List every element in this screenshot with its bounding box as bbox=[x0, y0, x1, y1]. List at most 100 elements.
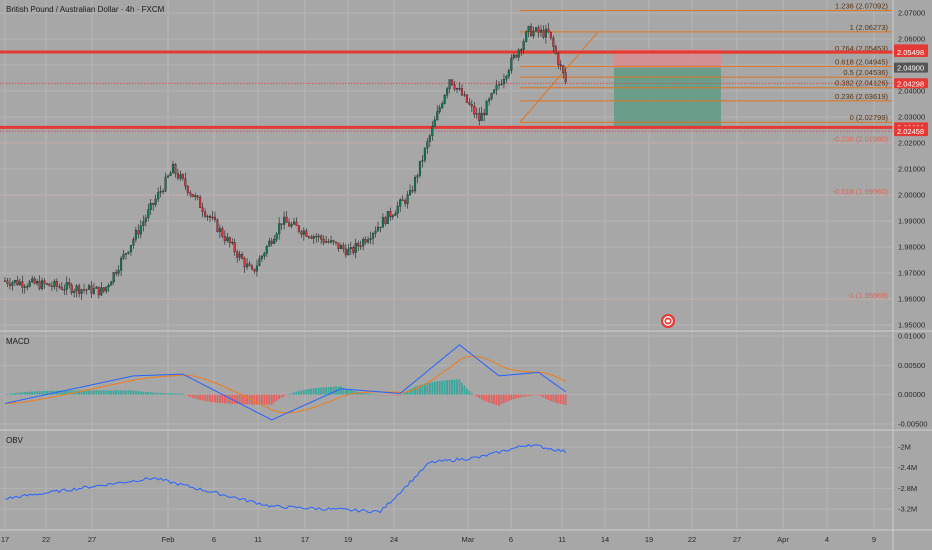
candle-body bbox=[381, 217, 384, 228]
macd-histogram-bar bbox=[223, 394, 226, 404]
macd-histogram-bar bbox=[382, 394, 384, 396]
macd-histogram-bar bbox=[295, 391, 298, 395]
price-tick-label: 1.96000 bbox=[898, 295, 925, 304]
position-tool[interactable] bbox=[614, 49, 721, 128]
candle-body bbox=[285, 216, 288, 223]
macd-histogram-bar bbox=[399, 394, 402, 396]
candle-body bbox=[349, 247, 352, 250]
candle-body bbox=[189, 192, 192, 195]
candle-body bbox=[95, 286, 98, 289]
macd-histogram-bar bbox=[512, 394, 515, 400]
candle-body bbox=[362, 239, 365, 247]
candle-body bbox=[436, 111, 439, 121]
macd-histogram-bar bbox=[406, 390, 409, 395]
candle-body bbox=[263, 253, 266, 257]
time-tick-label: 11 bbox=[558, 535, 566, 544]
candle-body bbox=[307, 236, 310, 238]
macd-histogram-bar bbox=[424, 383, 426, 395]
macd-histogram-bar bbox=[542, 394, 545, 398]
candle-body bbox=[458, 88, 461, 90]
macd-histogram-bar bbox=[384, 394, 387, 396]
fib-label: 1 (2.06273) bbox=[850, 23, 889, 32]
macd-histogram-bar bbox=[372, 394, 374, 395]
candle-body bbox=[105, 286, 108, 292]
macd-histogram-bar bbox=[149, 392, 152, 395]
macd-histogram-bar bbox=[169, 393, 172, 395]
macd-histogram-bar bbox=[500, 394, 503, 405]
macd-histogram-bar bbox=[137, 391, 140, 395]
macd-histogram-bar bbox=[211, 394, 214, 403]
macd-histogram-bar bbox=[184, 394, 187, 396]
candle-body bbox=[480, 112, 483, 121]
macd-histogram-bar bbox=[389, 394, 392, 396]
price-tick-label: 2.07000 bbox=[898, 9, 925, 18]
candle-body bbox=[369, 238, 372, 240]
obv-panel bbox=[4, 444, 567, 514]
candle-body bbox=[28, 281, 31, 287]
candle-body bbox=[544, 28, 547, 38]
fib-label: 0.618 (2.04945) bbox=[835, 57, 888, 66]
macd-histogram-bar bbox=[401, 393, 404, 395]
macd-histogram-bar bbox=[517, 394, 520, 398]
alert-icon[interactable] bbox=[661, 314, 675, 328]
candle-body bbox=[132, 239, 135, 246]
horizontal-lines[interactable] bbox=[0, 50, 893, 132]
macd-histogram-bar bbox=[290, 393, 293, 395]
candle-body bbox=[337, 242, 340, 250]
time-scale[interactable]: 17 22 27 Feb 6 11 17 19 24 Mar 6 11 14 19 22 27 Apr 4 9 bbox=[1, 535, 876, 544]
macd-histogram-bar bbox=[83, 390, 85, 395]
candle-body bbox=[206, 215, 209, 218]
macd-histogram-bar bbox=[527, 394, 530, 397]
candle-body bbox=[295, 221, 298, 226]
macd-histogram-bar bbox=[456, 379, 458, 395]
macd-histogram-bar bbox=[278, 394, 281, 400]
price-badge-label: 2.05498 bbox=[897, 48, 924, 57]
macd-tick-label: -0.00500 bbox=[898, 420, 928, 429]
macd-histogram-bar bbox=[428, 382, 431, 395]
candle-body bbox=[539, 29, 543, 33]
macd-histogram-bar bbox=[421, 384, 424, 395]
candle-body bbox=[406, 194, 409, 204]
candle-body bbox=[438, 107, 441, 112]
macd-histogram-bar bbox=[248, 394, 251, 405]
macd-histogram-bar bbox=[468, 390, 471, 395]
macd-histogram-bar bbox=[36, 391, 39, 395]
candle-body bbox=[6, 280, 9, 284]
candle-body bbox=[280, 223, 283, 225]
macd-histogram-bar bbox=[404, 392, 407, 395]
macd-histogram-bar bbox=[325, 387, 327, 395]
macd-histogram-bar bbox=[65, 390, 68, 395]
price-badge-label: 2.04900 bbox=[897, 64, 924, 73]
macd-histogram-bar bbox=[302, 389, 305, 395]
macd-histogram-bar bbox=[288, 394, 290, 395]
candle-body bbox=[490, 92, 493, 100]
price-scale[interactable]: 2.070002.060002.050002.040002.030002.020… bbox=[898, 9, 928, 514]
candle-body bbox=[389, 211, 392, 218]
macd-histogram-bar bbox=[218, 394, 221, 403]
candle-body bbox=[517, 49, 520, 58]
macd-histogram-bar bbox=[510, 394, 513, 400]
candle-body bbox=[451, 79, 454, 85]
obv-line bbox=[4, 444, 567, 514]
macd-histogram-bar bbox=[164, 393, 167, 395]
macd-histogram-bar bbox=[28, 391, 31, 395]
macd-histogram-bar bbox=[545, 394, 547, 399]
macd-histogram-bar bbox=[214, 394, 216, 403]
candle-body bbox=[278, 223, 281, 235]
candle-body bbox=[460, 88, 463, 96]
candle-body bbox=[48, 283, 51, 287]
macd-histogram-bar bbox=[107, 390, 110, 395]
macd-histogram-bar bbox=[236, 394, 239, 405]
macd-histogram-bar bbox=[179, 393, 182, 395]
candle-body bbox=[231, 242, 234, 244]
candle-body bbox=[194, 195, 197, 197]
candle-body bbox=[53, 281, 56, 287]
macd-histogram-bar bbox=[364, 393, 367, 395]
macd-histogram-bar bbox=[349, 390, 352, 395]
macd-histogram-bar bbox=[117, 390, 120, 395]
time-tick-label: 14 bbox=[601, 535, 609, 544]
candle-body bbox=[376, 226, 380, 232]
macd-histogram-bar bbox=[177, 393, 179, 395]
